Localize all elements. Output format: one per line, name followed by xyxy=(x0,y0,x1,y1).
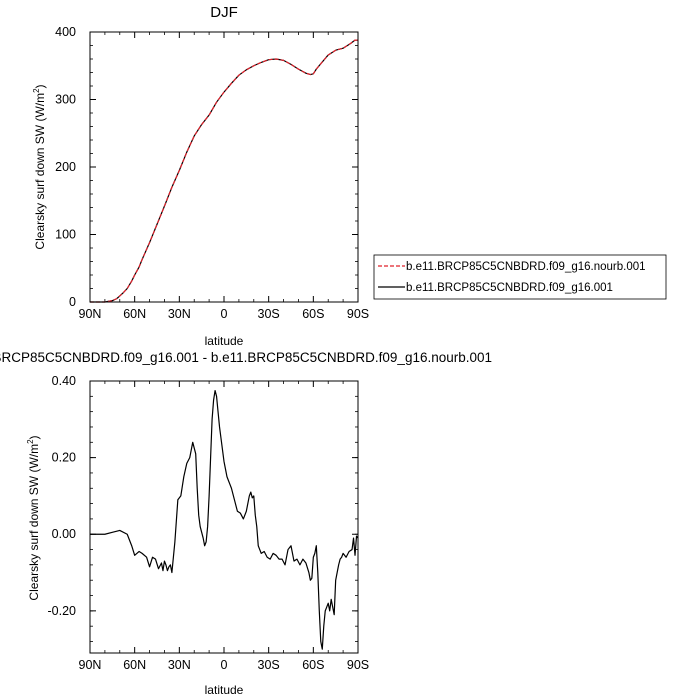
legend: b.e11.BRCP85C5CNBDRD.f09_g16.nourb.001 b… xyxy=(373,254,667,300)
top-chart: DJF 90N 60N 30N 0 30S 60S 90S 0 100 200 300 400 lat… xyxy=(32,4,369,348)
bottom-x-tick-label: 30S xyxy=(258,658,280,672)
top-x-tick-label: 60N xyxy=(123,307,146,321)
bottom-series-line-0 xyxy=(90,389,359,650)
top-x-tick-label: 0 xyxy=(221,307,228,321)
top-y-tick-label: 0 xyxy=(69,295,76,309)
top-series-line-0 xyxy=(90,39,358,303)
bottom-x-tick-label: 90S xyxy=(347,658,369,672)
bottom-x-tick-label: 60N xyxy=(123,658,146,672)
top-x-tick-label: 30N xyxy=(168,307,191,321)
bottom-chart: b.e11.BRCP85C5CNBDRD.f09_g16.001 - b.e11… xyxy=(0,350,492,697)
legend-label-control: b.e11.BRCP85C5CNBDRD.f09_g16.001 xyxy=(406,282,613,294)
top-plot-area: 90N 60N 30N 0 30S 60S 90S 0 100 200 300 400 xyxy=(55,25,369,321)
top-plot-frame xyxy=(89,31,359,303)
top-x-tick-label: 90S xyxy=(347,307,369,321)
legend-label-nourb: b.e11.BRCP85C5CNBDRD.f09_g16.nourb.001 xyxy=(406,261,646,273)
bottom-x-tick-label: 0 xyxy=(221,658,228,672)
bottom-y-tick-label: -0.20 xyxy=(48,604,77,618)
top-y-tick-label: 100 xyxy=(55,228,76,242)
top-x-tick-label: 30S xyxy=(258,307,280,321)
bottom-y-axis-label: Clearsky surf down SW (W/m2) xyxy=(26,435,41,600)
top-x-tick-label: 90N xyxy=(79,307,102,321)
bottom-plot-frame xyxy=(89,380,359,654)
top-y-axis-label: Clearsky surf down SW (W/m2) xyxy=(32,84,47,249)
bottom-plot-area: 90N 60N 30N 0 30S 60S 90S -0.20 0.00 0.20 0.40 xyxy=(48,374,370,672)
top-x-axis-label: latitude xyxy=(205,334,244,348)
bottom-x-tick-label: 90N xyxy=(79,658,102,672)
bottom-x-tick-label: 30N xyxy=(168,658,191,672)
top-y-tick-label: 200 xyxy=(55,160,76,174)
bottom-y-tick-label: 0.20 xyxy=(52,451,76,465)
top-x-tick-label: 60S xyxy=(302,307,324,321)
bottom-chart-title: b.e11.BRCP85C5CNBDRD.f09_g16.001 - b.e11… xyxy=(0,350,492,365)
bottom-y-tick-label: 0.40 xyxy=(52,374,76,388)
bottom-y-tick-label: 0.00 xyxy=(52,527,76,541)
top-y-tick-label: 400 xyxy=(55,25,76,39)
bottom-x-tick-label: 60S xyxy=(302,658,324,672)
top-series-line-1 xyxy=(90,39,358,303)
top-chart-title: DJF xyxy=(210,4,238,21)
bottom-x-axis-label: latitude xyxy=(205,683,244,697)
legend-box xyxy=(373,254,667,300)
top-y-tick-label: 300 xyxy=(55,93,76,107)
